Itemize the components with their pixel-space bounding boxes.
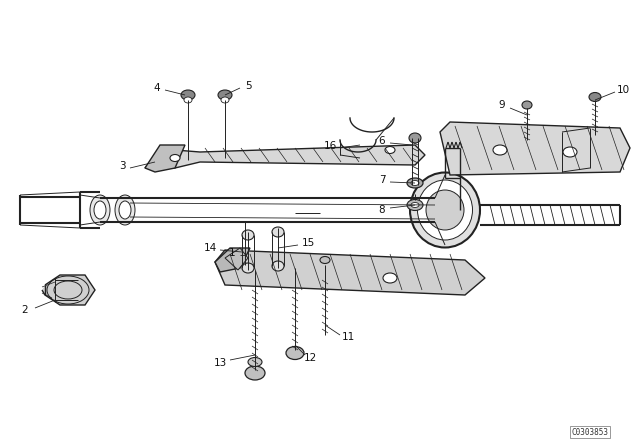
Text: 15: 15 <box>301 238 315 248</box>
Text: 14: 14 <box>204 243 216 253</box>
Ellipse shape <box>589 92 601 102</box>
Text: 8: 8 <box>379 205 385 215</box>
Ellipse shape <box>493 145 507 155</box>
Polygon shape <box>145 145 185 172</box>
Ellipse shape <box>563 147 577 157</box>
Text: 6: 6 <box>379 136 385 146</box>
Polygon shape <box>42 275 95 305</box>
Ellipse shape <box>90 195 110 225</box>
Ellipse shape <box>242 230 254 240</box>
Ellipse shape <box>410 172 480 247</box>
Ellipse shape <box>426 190 464 230</box>
Polygon shape <box>145 145 425 168</box>
Ellipse shape <box>119 201 131 219</box>
Ellipse shape <box>242 263 254 273</box>
Ellipse shape <box>385 146 395 154</box>
Text: 11: 11 <box>341 332 355 342</box>
Ellipse shape <box>115 195 135 225</box>
Ellipse shape <box>407 199 423 211</box>
Ellipse shape <box>417 180 472 240</box>
Ellipse shape <box>522 101 532 109</box>
Text: 16: 16 <box>323 141 337 151</box>
Ellipse shape <box>272 227 284 237</box>
Polygon shape <box>440 122 630 175</box>
Ellipse shape <box>184 97 192 103</box>
Ellipse shape <box>272 261 284 271</box>
Ellipse shape <box>248 358 262 366</box>
Ellipse shape <box>409 133 421 143</box>
Text: 3: 3 <box>118 161 125 171</box>
Text: 13: 13 <box>213 358 227 368</box>
Polygon shape <box>225 248 248 270</box>
Text: 4: 4 <box>154 83 160 93</box>
Ellipse shape <box>411 181 419 185</box>
Ellipse shape <box>221 97 229 103</box>
Text: 9: 9 <box>499 100 506 110</box>
Text: 2: 2 <box>22 305 28 315</box>
Polygon shape <box>215 250 485 295</box>
Polygon shape <box>215 248 250 272</box>
Ellipse shape <box>170 155 180 161</box>
Text: 1: 1 <box>228 248 236 258</box>
Ellipse shape <box>286 346 304 359</box>
Ellipse shape <box>218 90 232 100</box>
Ellipse shape <box>245 366 265 380</box>
Text: 5: 5 <box>244 81 252 91</box>
Ellipse shape <box>411 202 419 207</box>
Ellipse shape <box>320 257 330 263</box>
Ellipse shape <box>181 90 195 100</box>
Text: 12: 12 <box>303 353 317 363</box>
Text: C0303853: C0303853 <box>572 427 609 436</box>
Ellipse shape <box>94 201 106 219</box>
Ellipse shape <box>407 178 423 188</box>
Text: 10: 10 <box>616 85 630 95</box>
Text: 7: 7 <box>379 175 385 185</box>
Ellipse shape <box>383 273 397 283</box>
